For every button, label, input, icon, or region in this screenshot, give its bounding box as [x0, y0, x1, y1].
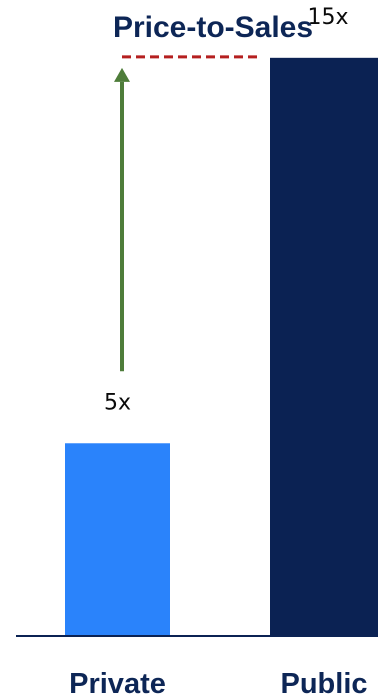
bar-private — [65, 443, 170, 636]
bar-public — [270, 57, 378, 637]
annotation-layer — [114, 55, 260, 372]
value-label-private: 5x — [104, 390, 131, 415]
value-label-public: 15x — [307, 5, 348, 30]
category-label-public: Public — [280, 668, 367, 697]
category-label-private: Private — [69, 668, 166, 697]
increase-arrow-head — [114, 67, 130, 82]
chart-title: Price-to-Sales — [113, 11, 313, 44]
bars-layer: 5x Private 15x Public — [65, 5, 378, 697]
